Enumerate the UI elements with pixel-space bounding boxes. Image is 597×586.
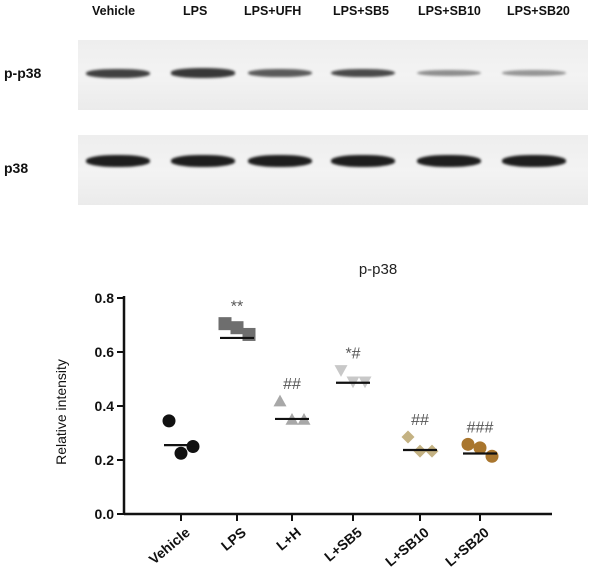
data-point xyxy=(162,414,176,428)
blot-band xyxy=(171,155,235,167)
x-tick-label: Vehicle xyxy=(146,524,193,567)
chart-marks: **##*### ### xyxy=(162,299,499,463)
significance-label: *# xyxy=(345,345,360,362)
data-point xyxy=(230,321,244,335)
blot-band xyxy=(331,155,395,167)
lane-label-lps-ufh: LPS+UFH xyxy=(244,4,302,18)
data-point xyxy=(473,441,487,455)
blot-band xyxy=(502,155,566,167)
data-point xyxy=(401,430,415,444)
lane-label-lps-sb5: LPS+SB5 xyxy=(333,4,389,18)
y-tick-label: 0.8 xyxy=(95,290,115,306)
lane-label-lps-sb20: LPS+SB20 xyxy=(507,4,570,18)
x-tick-label: L+SB10 xyxy=(382,524,432,570)
y-tick-label: 0.0 xyxy=(95,506,115,522)
y-axis-label: Relative intensity xyxy=(53,359,69,465)
blot-band xyxy=(86,155,150,167)
chart-title: p-p38 xyxy=(359,261,397,278)
x-tick-label: LPS xyxy=(218,524,249,554)
y-tick-label: 0.6 xyxy=(95,344,115,360)
y-tick-label: 0.4 xyxy=(95,398,115,414)
data-point xyxy=(334,365,348,377)
blot-band xyxy=(502,69,566,77)
data-point xyxy=(485,449,499,463)
blot-band xyxy=(417,69,481,77)
data-point xyxy=(461,437,475,451)
blot-row-label-p38: p38 xyxy=(4,160,29,176)
data-point xyxy=(186,440,200,453)
significance-label: ## xyxy=(411,412,429,429)
blot-row-label-p-p38: p-p38 xyxy=(4,65,42,81)
data-point xyxy=(273,394,287,407)
y-tick-label: 0.2 xyxy=(95,452,115,468)
blot-band xyxy=(417,155,481,167)
data-point xyxy=(174,446,188,460)
lane-label-lps-sb10: LPS+SB10 xyxy=(418,4,481,18)
blot-band xyxy=(171,68,235,78)
data-point xyxy=(218,317,232,331)
x-tick-label: L+H xyxy=(273,524,304,554)
significance-label: ### xyxy=(467,419,494,436)
lane-label-vehicle: Vehicle xyxy=(92,4,136,18)
lane-label-lps: LPS xyxy=(183,4,208,18)
blot-strip-p-p38 xyxy=(78,40,588,110)
p-p38-scatter-chart: p-p38 Relative intensity 0.0 0.2 0.4 0.6 0.8… xyxy=(53,261,552,570)
blot-band xyxy=(86,68,150,78)
blot-strip-p38 xyxy=(78,135,588,205)
blot-band xyxy=(248,68,312,78)
x-tick-label: L+SB5 xyxy=(321,524,365,565)
blot-band xyxy=(248,155,312,167)
significance-label: ## xyxy=(283,376,301,393)
significance-label: ** xyxy=(231,299,243,316)
x-tick-label: L+SB20 xyxy=(442,524,492,570)
blot-band xyxy=(331,68,395,78)
